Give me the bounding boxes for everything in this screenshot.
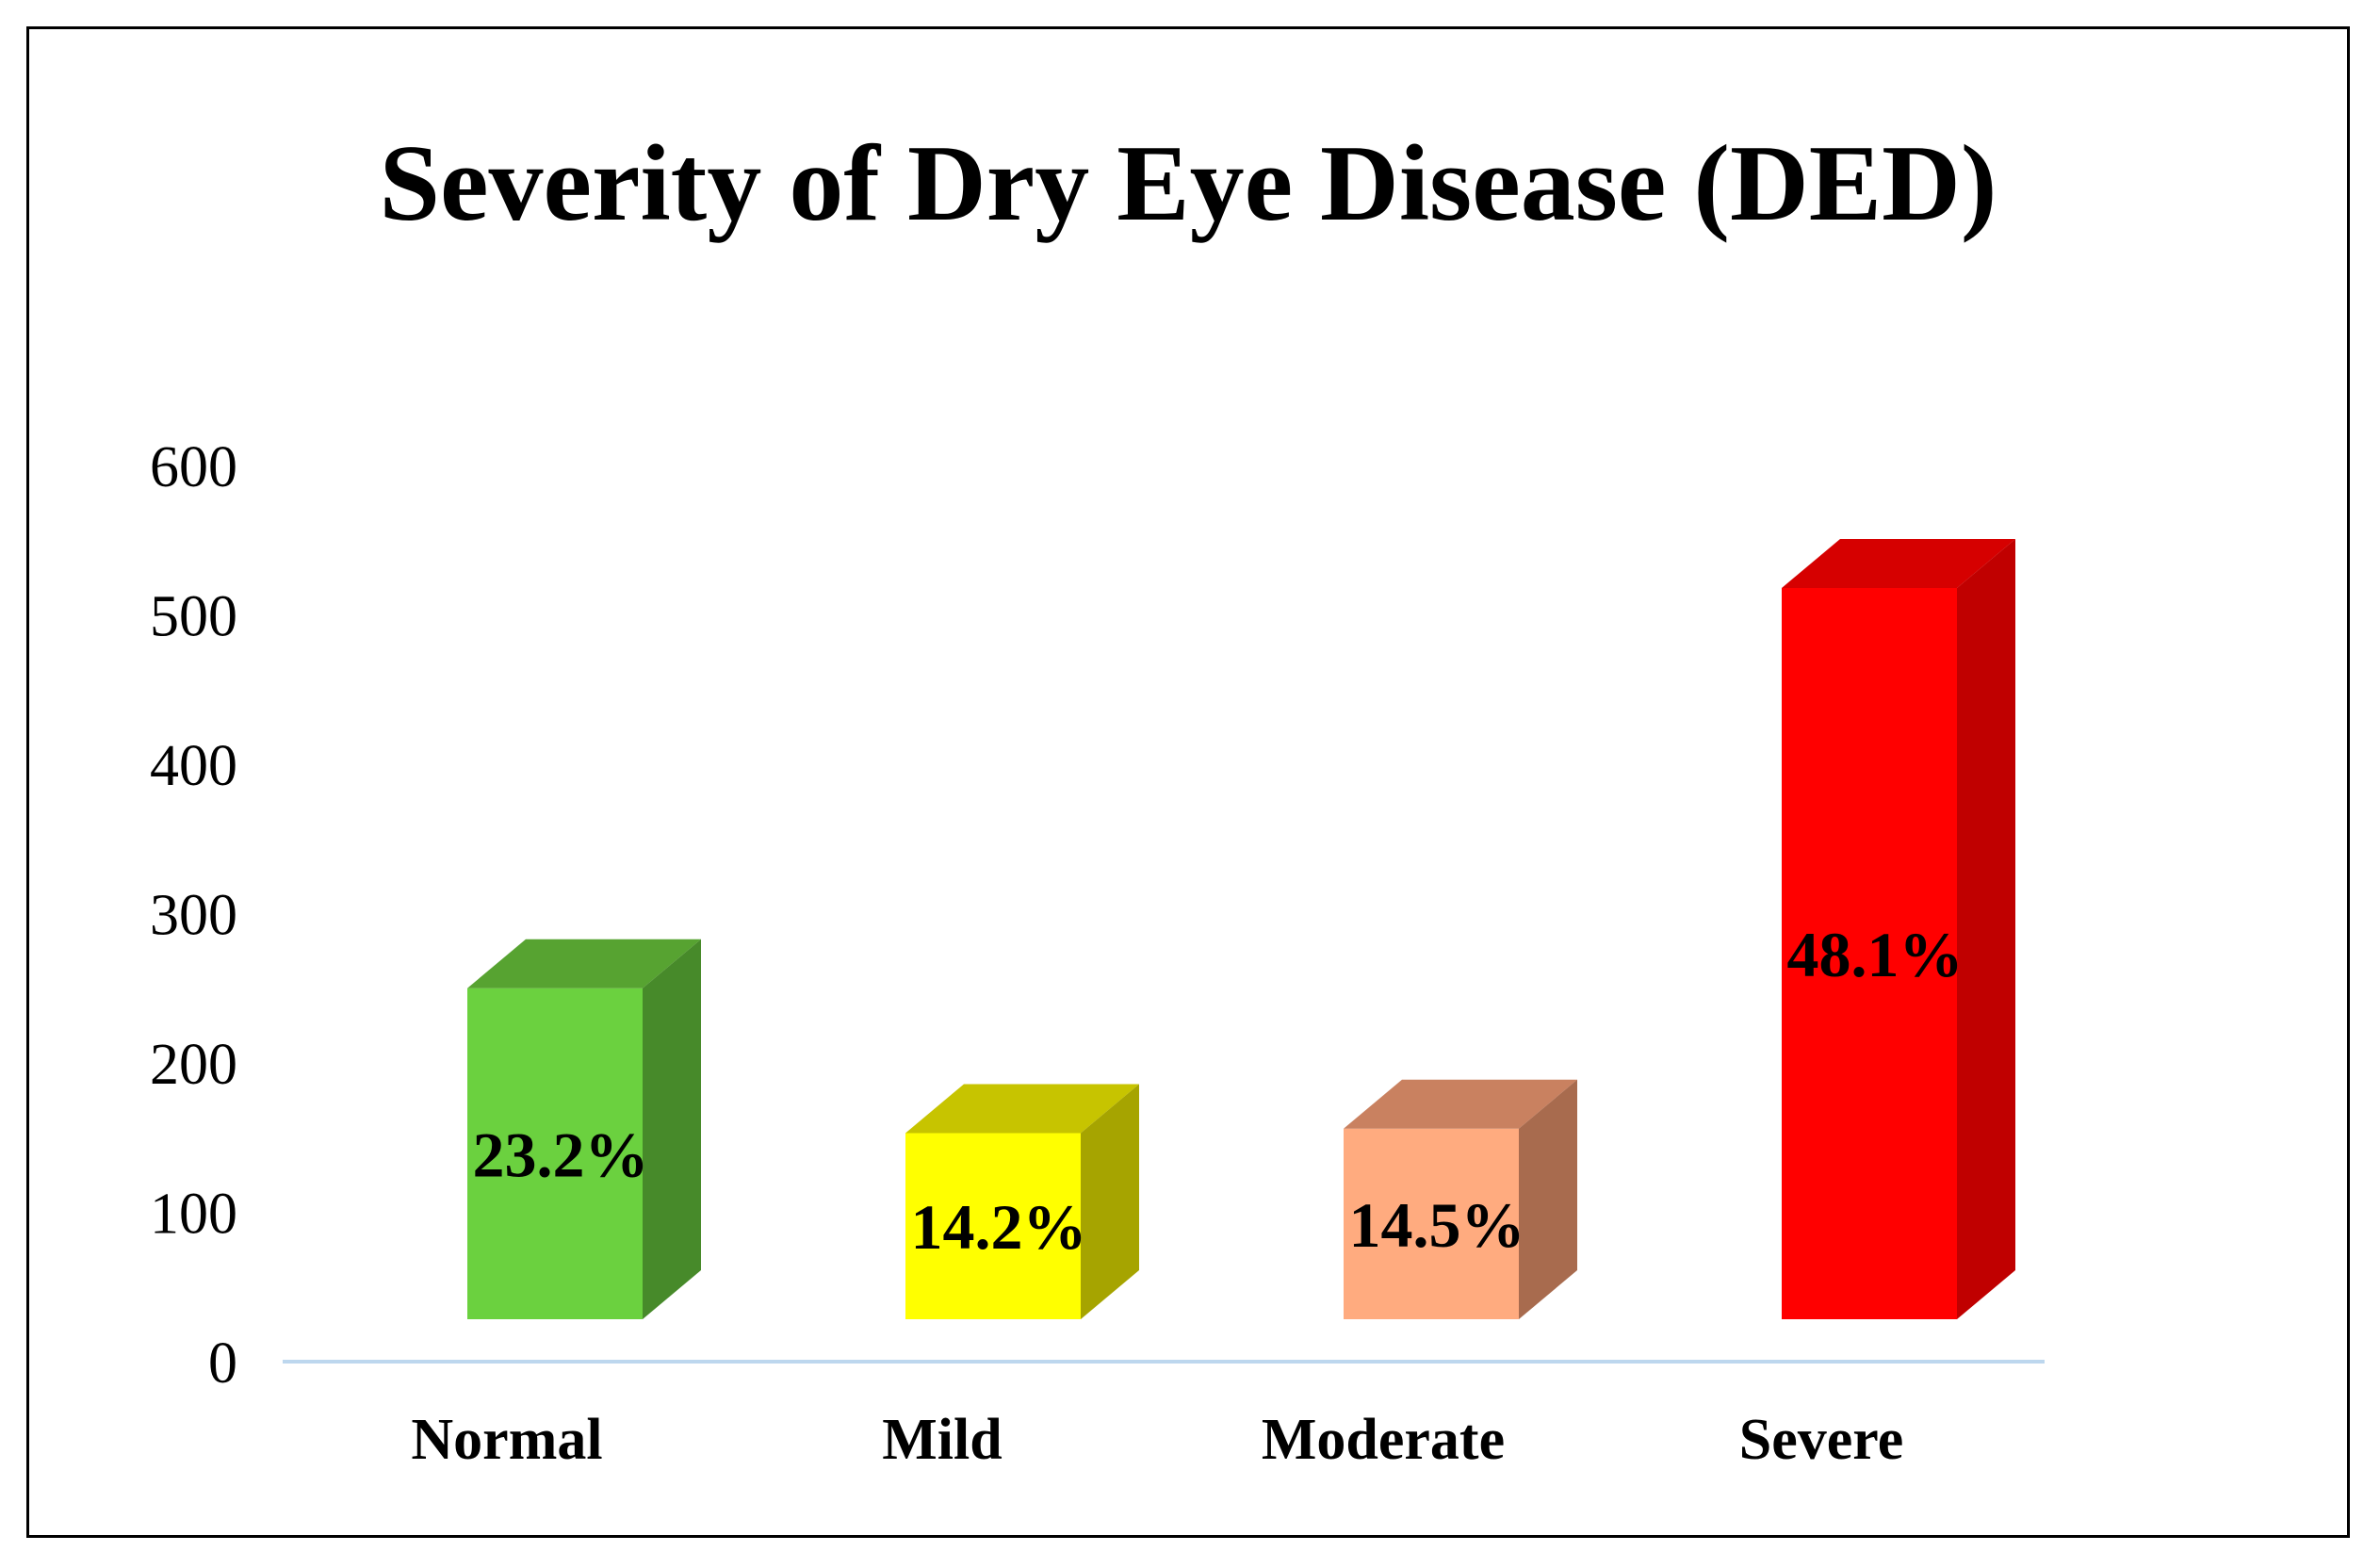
bar-top-face	[1344, 1079, 1577, 1129]
data-label: 48.1%	[1787, 919, 1964, 990]
bar-side-face	[643, 939, 701, 1319]
y-tick-label: 500	[150, 585, 237, 649]
bar-front	[905, 1133, 1081, 1319]
bar-normal: 23.2%	[467, 939, 701, 1319]
y-tick-label: 400	[150, 734, 237, 798]
data-label: 23.2%	[473, 1119, 649, 1190]
bars: 23.2% 14.2% 14.5% 48.1%	[467, 538, 2015, 1319]
bar-front	[1782, 587, 1957, 1319]
bar-moderate: 14.5%	[1344, 1079, 1577, 1319]
bar-front	[1344, 1128, 1519, 1319]
y-axis-ticks: 0 100 200 300 400 500 600	[150, 435, 237, 1396]
bar-top-face	[467, 939, 701, 988]
bar-side-face	[1519, 1079, 1577, 1319]
bar-side-face	[1081, 1084, 1139, 1319]
bar-top-face	[905, 1084, 1139, 1134]
bar-front	[467, 988, 643, 1319]
bar-top-face	[1782, 538, 2015, 588]
category-label: Severe	[1739, 1408, 1903, 1472]
y-tick-label: 100	[150, 1183, 237, 1247]
category-labels: Normal Mild Moderate Severe	[411, 1408, 1903, 1472]
y-tick-label: 0	[208, 1331, 237, 1396]
bar-mild: 14.2%	[905, 1084, 1139, 1319]
y-tick-label: 200	[150, 1033, 237, 1097]
category-label: Normal	[411, 1408, 602, 1472]
data-label: 14.2%	[911, 1191, 1087, 1263]
category-label: Moderate	[1262, 1408, 1505, 1472]
bar-side-face	[1957, 538, 2015, 1319]
y-tick-label: 600	[150, 435, 237, 499]
bar-severe: 48.1%	[1782, 538, 2015, 1319]
data-label: 14.5%	[1349, 1189, 1525, 1261]
category-label: Mild	[882, 1408, 1002, 1472]
y-tick-label: 300	[150, 884, 237, 948]
chart-title: Severity of Dry Eye Disease (DED)	[379, 123, 1997, 244]
